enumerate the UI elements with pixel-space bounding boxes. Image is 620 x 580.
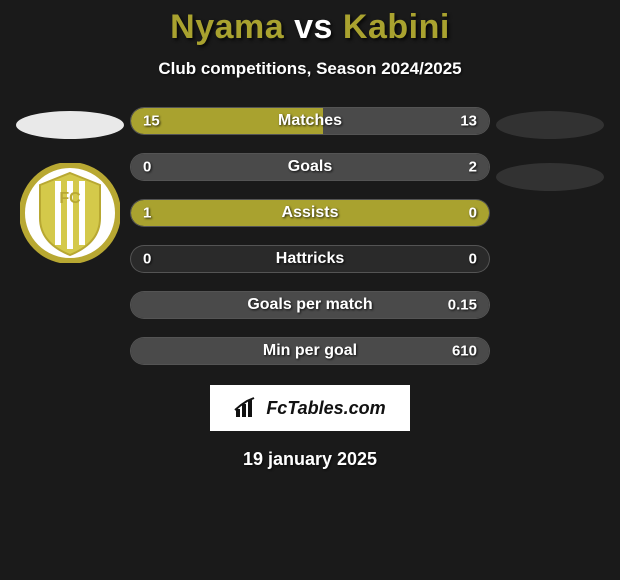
stat-value-right: 0 [469,205,477,222]
vs-text: vs [294,8,333,46]
svg-text:FC: FC [59,190,81,207]
stat-bar: 1 Assists 0 [130,199,490,227]
stat-bar: 0 Goals 2 [130,153,490,181]
stat-value-left: 0 [143,251,151,268]
stat-value-right: 2 [469,159,477,176]
subtitle: Club competitions, Season 2024/2025 [158,59,461,79]
right-column [490,107,610,191]
player2-pill [496,111,604,139]
left-column: FC [10,107,130,263]
stat-label: Goals per match [247,296,372,314]
stat-label: Assists [282,204,339,222]
comparison-card: Nyama vs Kabini Club competitions, Seaso… [0,0,620,580]
site-name: FcTables.com [266,398,385,419]
stat-value-left: 15 [143,113,160,130]
stat-value-right: 0.15 [448,297,477,314]
stat-label: Goals [288,158,332,176]
stat-bar: 0 Hattricks 0 [130,245,490,273]
body-row: FC 15 Matches 13 0 Goals 2 1 Assists 0 0 Hattricks… [0,107,620,365]
stat-label: Matches [278,112,342,130]
player1-pill [16,111,124,139]
player2-name: Kabini [343,8,450,46]
stats-column: 15 Matches 13 0 Goals 2 1 Assists 0 0 Hattricks 0 Go… [130,107,490,365]
stat-value-right: 13 [460,113,477,130]
stat-bar: Goals per match 0.15 [130,291,490,319]
footer-date: 19 january 2025 [243,449,377,470]
stat-value-right: 0 [469,251,477,268]
player1-name: Nyama [170,8,284,46]
chart-icon [234,397,260,419]
stat-value-left: 0 [143,159,151,176]
site-logo: FcTables.com [210,385,410,431]
stat-label: Min per goal [263,342,357,360]
title: Nyama vs Kabini [170,8,450,47]
stat-label: Hattricks [276,250,344,268]
stat-value-left: 1 [143,205,151,222]
stat-bar: Min per goal 610 [130,337,490,365]
player1-club-logo: FC [20,163,120,263]
stat-bar: 15 Matches 13 [130,107,490,135]
player2-club-pill [496,163,604,191]
stat-value-right: 610 [452,343,477,360]
